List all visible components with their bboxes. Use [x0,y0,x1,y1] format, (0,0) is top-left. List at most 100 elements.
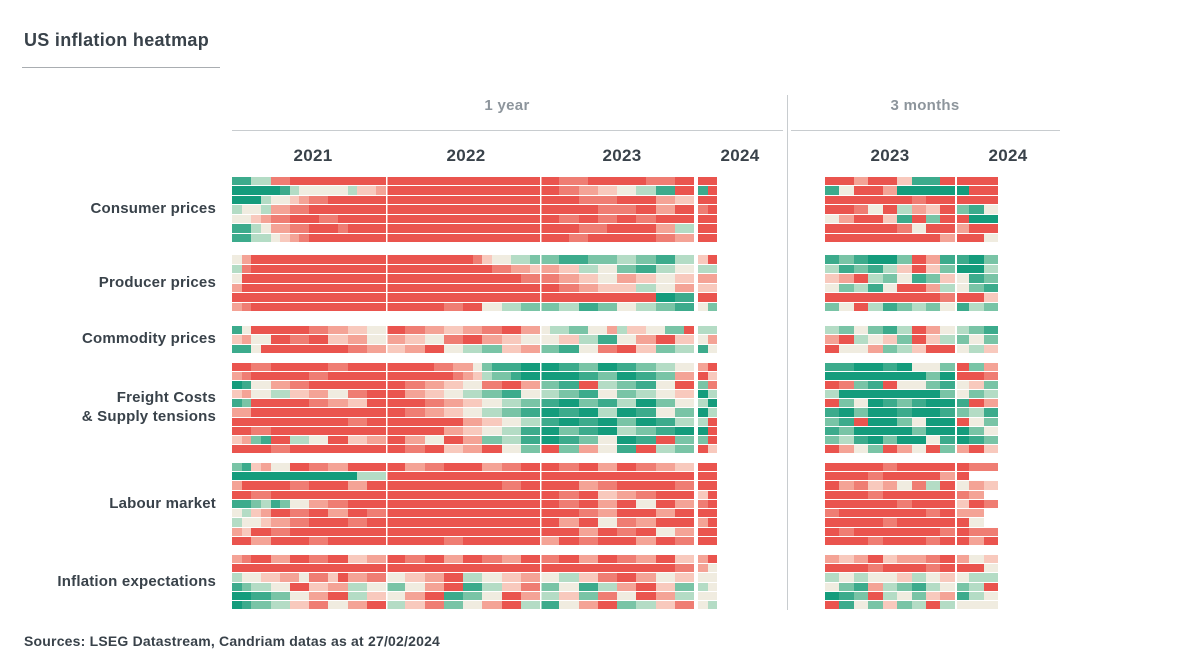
heatmap-cell [520,224,531,233]
heatmap-cell [347,481,358,490]
heatmap-cell [540,573,550,582]
heatmap-cell [347,408,358,417]
heatmap-cell [357,302,367,311]
heatmap-cell [386,555,396,564]
heatmap-cell [328,326,338,335]
heatmap-row [232,564,718,573]
heatmap-cell [366,205,377,214]
heatmap-cell [376,509,386,518]
heatmap-cell [707,205,718,214]
heatmap-cell [911,274,926,283]
heatmap-cell [309,302,319,311]
heatmap-cell [568,591,579,600]
heatmap-cell [825,499,840,509]
heatmap-cell [636,381,646,390]
heatmap-row [232,490,718,499]
heatmap-cell [395,472,406,481]
heatmap-row [825,536,999,545]
heatmap-cell [270,214,281,224]
heatmap-cell [665,591,675,600]
heatmap-cell [645,344,656,353]
heatmap-cell [347,399,358,408]
heatmap-cell [882,293,898,302]
heatmap-cell [453,274,463,283]
heatmap-cell [597,564,608,573]
heatmap-cell [337,490,348,499]
heatmap-cell [424,527,435,536]
heatmap-cell [839,490,854,499]
heatmap-cell [540,224,550,233]
heatmap-cell [636,463,646,472]
heatmap-cell [954,363,970,372]
heatmap-cell [825,372,840,381]
heatmap-cell [645,481,656,490]
heatmap-cell [232,326,242,335]
heatmap-cell [897,527,912,536]
heatmap-cell [645,582,656,591]
heatmap-cell [549,381,560,390]
heatmap-cell [453,335,463,344]
heatmap-cell [251,490,261,499]
heatmap-cell [911,435,926,444]
heatmap-cell [549,417,560,426]
heatmap-cell [232,481,242,490]
heatmap-cell [251,195,261,205]
heatmap-cell [289,177,300,186]
heatmap-cell [395,177,406,186]
heatmap-cell [357,264,367,273]
heatmap-cell [940,274,955,283]
heatmap-cell [260,255,271,264]
heatmap-cell [366,444,377,453]
heatmap-cell [983,264,999,273]
heatmap-cell [530,399,540,408]
heatmap-cell [636,195,646,205]
heatmap-cell [607,399,617,408]
heatmap-cell [501,435,512,444]
heatmap-cell [940,564,955,573]
heatmap-cell [357,463,367,472]
heatmap-cell [520,600,531,610]
heatmap-cell [520,233,531,242]
heatmap-cell [251,426,261,435]
heatmap-cell [463,573,473,582]
heatmap-cell [540,302,550,311]
heatmap-cell [405,233,415,242]
heatmap-cell [969,195,984,205]
heatmap-cell [698,326,708,335]
heatmap-cell [434,408,444,417]
heatmap-cell [472,293,483,302]
heatmap-cell [520,326,531,335]
heatmap-cell [617,564,627,573]
heatmap-cell [868,344,883,353]
heatmap-cell [530,426,540,435]
heatmap-cell [954,381,970,390]
column-group-label-3-months: 3 months [890,97,960,114]
heatmap-cell [549,326,560,335]
heatmap-cell [540,481,550,490]
heatmap-cell [588,214,598,224]
heatmap-cell [882,426,898,435]
heatmap-cell [472,326,483,335]
heatmap-cell [414,582,425,591]
heatmap-cell [530,518,540,527]
heatmap-cell [520,372,531,381]
heatmap-cell [260,264,271,273]
heatmap-cell [232,390,242,399]
heatmap-cell [645,444,656,453]
heatmap-cell [707,582,718,591]
heatmap-cell [241,417,252,426]
heatmap-cell [597,591,608,600]
heatmap-cell [559,555,569,564]
heatmap-cell [328,264,338,273]
heatmap-cell [707,177,718,186]
heatmap-cell [707,463,718,472]
heatmap-cell [453,255,463,264]
heatmap-row [232,326,718,335]
heatmap-cell [347,564,358,573]
year-label-3m-2023: 2023 [870,146,910,165]
heatmap-cell [260,390,271,399]
heatmap-cell [395,255,406,264]
heatmap-cell [588,564,598,573]
heatmap-cell [241,335,252,344]
heatmap-cell [347,582,358,591]
